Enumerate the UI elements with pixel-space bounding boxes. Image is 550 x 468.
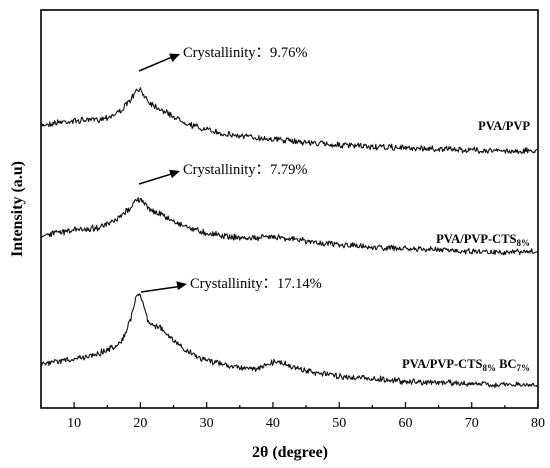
series-trace xyxy=(40,293,539,389)
series-label: PVA/PVP-CTS8% BC7% xyxy=(402,357,530,373)
series-label: PVA/PVP-CTS8% xyxy=(436,232,530,248)
annotation-arrow xyxy=(138,172,175,185)
series-labels: PVA/PVP PVA/PVP-CTS8% PVA/PVP-CTS8% BC7% xyxy=(402,119,530,373)
plot-frame xyxy=(40,9,539,409)
crystallinity-annotation: Crystallinity：9.76% xyxy=(183,45,307,61)
arrow-head-icon xyxy=(169,169,180,179)
x-tick-label: 20 xyxy=(133,416,147,431)
x-tick-label: 10 xyxy=(67,416,81,431)
x-axis-ticks: 10 20 30 40 50 60 70 80 xyxy=(40,402,545,431)
x-tick-label: 40 xyxy=(266,416,280,431)
series-trace xyxy=(40,87,539,155)
series-trace xyxy=(40,197,539,256)
arrow-head-icon xyxy=(176,281,187,291)
x-tick-label: 60 xyxy=(398,416,412,431)
series-traces xyxy=(40,87,539,389)
arrow-head-icon xyxy=(169,53,180,62)
crystallinity-annotation: Crystallinity：7.79% xyxy=(183,162,307,178)
crystallinity-annotation: Crystallinity：17.14% xyxy=(190,276,322,292)
x-tick-label: 70 xyxy=(465,416,479,431)
annotation-arrow xyxy=(138,55,175,72)
x-tick-label: 30 xyxy=(200,416,214,431)
series-label: PVA/PVP xyxy=(478,119,530,133)
annotation-arrow xyxy=(140,285,182,293)
y-axis-title: Intensity (a.u) xyxy=(9,161,26,257)
x-axis-title: 2θ (degree) xyxy=(252,444,328,461)
x-tick-label: 50 xyxy=(332,416,346,431)
crystallinity-annotations: Crystallinity：9.76% Crystallinity：7.79% Cr… xyxy=(138,45,322,293)
x-tick-label: 80 xyxy=(531,416,545,431)
